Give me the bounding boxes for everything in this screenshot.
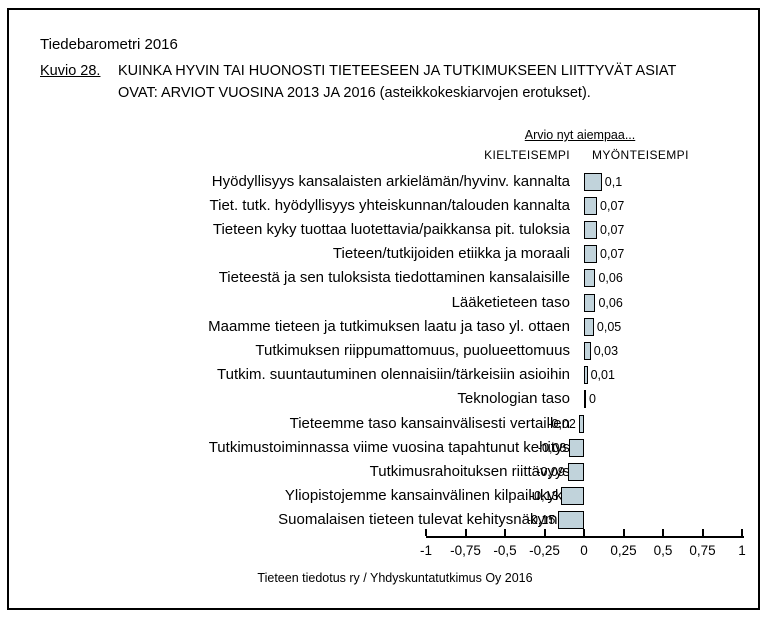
- bar: [584, 245, 598, 264]
- bar: [578, 414, 584, 433]
- x-tick: [543, 529, 546, 536]
- figure-title-line2: OVAT: ARVIOT VUOSINA 2013 JA 2016 (astei…: [118, 84, 591, 101]
- value-label: -0,08: [537, 440, 567, 455]
- column-label-positive: MYÖNTEISEMPI: [592, 148, 689, 162]
- category-label: Suomalaisen tieteen tulevat kehitysnäkym…: [278, 511, 570, 529]
- x-tick-label: 0,75: [689, 543, 716, 558]
- bar: [567, 462, 584, 481]
- figure-title-line1: KUINKA HYVIN TAI HUONOSTI TIETEESEEN JA …: [118, 63, 677, 79]
- x-tick: [701, 529, 704, 536]
- chart-row: Maamme tieteen ja tutkimuksen laatu ja t…: [0, 315, 769, 339]
- axis-line: [426, 536, 744, 538]
- bar: [584, 317, 594, 336]
- value-label: 0,01: [590, 368, 615, 383]
- value-label: 0,03: [593, 343, 619, 358]
- column-label-negative: KIELTEISEMPI: [484, 148, 570, 162]
- chart-row: Tieteemme taso kansainvälisesti vertaill…: [0, 412, 769, 436]
- x-tick-label: 0,5: [653, 543, 673, 558]
- value-label: 0,05: [596, 319, 622, 334]
- chart-row: Tutkim. suuntautuminen olennaisiin/tärke…: [0, 363, 769, 387]
- chart-row: Tutkimuksen riippumattomuus, puolueettom…: [0, 339, 769, 363]
- category-label: Tieteestä ja sen tuloksista tiedottamine…: [218, 269, 570, 287]
- bar: [584, 172, 602, 191]
- value-label: 0,07: [600, 198, 625, 213]
- x-tick: [425, 529, 427, 536]
- bar: [584, 269, 596, 288]
- x-tick: [662, 529, 664, 536]
- report-title: Tiedebarometri 2016: [40, 36, 178, 53]
- chart-row: Tutkimustoiminnassa viime vuosina tapaht…: [0, 436, 769, 460]
- x-tick-label: 0: [580, 543, 588, 558]
- page-border-frame: [7, 8, 760, 610]
- value-label: 0,06: [598, 271, 623, 286]
- x-tick-label: -1: [419, 543, 433, 558]
- category-label: Lääketieteen taso: [451, 293, 570, 311]
- bar: [584, 196, 598, 215]
- chart-row: Teknologian taso 0: [0, 387, 769, 411]
- value-label: -0,02: [547, 416, 576, 431]
- category-label: Maamme tieteen ja tutkimuksen laatu ja t…: [208, 317, 570, 335]
- x-tick-label: -0,5: [493, 543, 517, 558]
- chart-row: Tieteen kyky tuottaa luotettavia/paikkan…: [0, 218, 769, 242]
- footer-credit: Tieteen tiedotus ry / Yhdyskuntatutkimus…: [257, 571, 533, 585]
- chart-row: Suomalaisen tieteen tulevat kehitysnäkym…: [0, 508, 769, 532]
- bar: [584, 293, 596, 312]
- bar: [584, 366, 588, 385]
- x-tick-label: -0,75: [450, 543, 481, 558]
- value-label: 0,07: [600, 222, 625, 237]
- category-label: Tieteemme taso kansainvälisesti vertaill…: [289, 414, 570, 432]
- bar: [569, 438, 584, 457]
- category-label: Tutkimusrahoituksen riittävyys: [369, 462, 570, 480]
- x-tick-label: 0,25: [610, 543, 637, 558]
- value-label: 0,07: [600, 247, 625, 262]
- category-label: Hyödyllisyys kansalaisten arkielämän/hyv…: [211, 172, 570, 190]
- bar: [584, 390, 586, 409]
- x-tick: [741, 529, 743, 536]
- value-label: -0,15: [526, 513, 556, 528]
- chart-row: Lääketieteen taso 0,06: [0, 291, 769, 315]
- chart-row: Tieteen/tutkijoiden etiikka ja moraali 0,…: [0, 242, 769, 266]
- chart-row: Tieteestä ja sen tuloksista tiedottamine…: [0, 266, 769, 290]
- category-label: Tutkimuksen riippumattomuus, puolueettom…: [255, 341, 570, 359]
- category-label: Tieteen kyky tuottaa luotettavia/paikkan…: [212, 220, 570, 238]
- category-label: Yliopistojemme kansainvälinen kilpailuky…: [284, 487, 570, 505]
- chart-row: Tutkimusrahoituksen riittävyys -0,09: [0, 460, 769, 484]
- chart-row: Hyödyllisyys kansalaisten arkielämän/hyv…: [0, 170, 769, 194]
- chart-header-note: Arvio nyt aiempaa...: [524, 128, 636, 142]
- category-label: Tutkimustoiminnassa viime vuosina tapaht…: [208, 438, 570, 456]
- value-label: 0,06: [598, 295, 623, 310]
- x-tick-label: 1: [738, 543, 746, 558]
- category-label: Teknologian taso: [457, 390, 570, 408]
- chart-row: Tiet. tutk. hyödyllisyys yhteiskunnan/ta…: [0, 194, 769, 218]
- value-label: -0,13: [529, 489, 559, 504]
- bar: [558, 511, 584, 530]
- bar: [561, 487, 584, 506]
- category-label: Tutkim. suuntautuminen olennaisiin/tärke…: [217, 366, 570, 384]
- x-tick: [464, 529, 467, 536]
- value-label: 0: [589, 392, 596, 407]
- x-tick: [583, 529, 585, 536]
- category-label: Tieteen/tutkijoiden etiikka ja moraali: [332, 245, 570, 263]
- chart-row: Yliopistojemme kansainvälinen kilpailuky…: [0, 484, 769, 508]
- bar: [584, 341, 591, 360]
- value-label: 0,1: [604, 174, 623, 189]
- category-label: Tiet. tutk. hyödyllisyys yhteiskunnan/ta…: [209, 196, 570, 214]
- x-tick-label: -0,25: [529, 543, 560, 558]
- x-tick: [622, 529, 625, 536]
- bar: [584, 220, 598, 239]
- value-label: -0,09: [536, 464, 565, 479]
- x-tick: [504, 529, 506, 536]
- figure-number-label: Kuvio 28.: [40, 63, 101, 79]
